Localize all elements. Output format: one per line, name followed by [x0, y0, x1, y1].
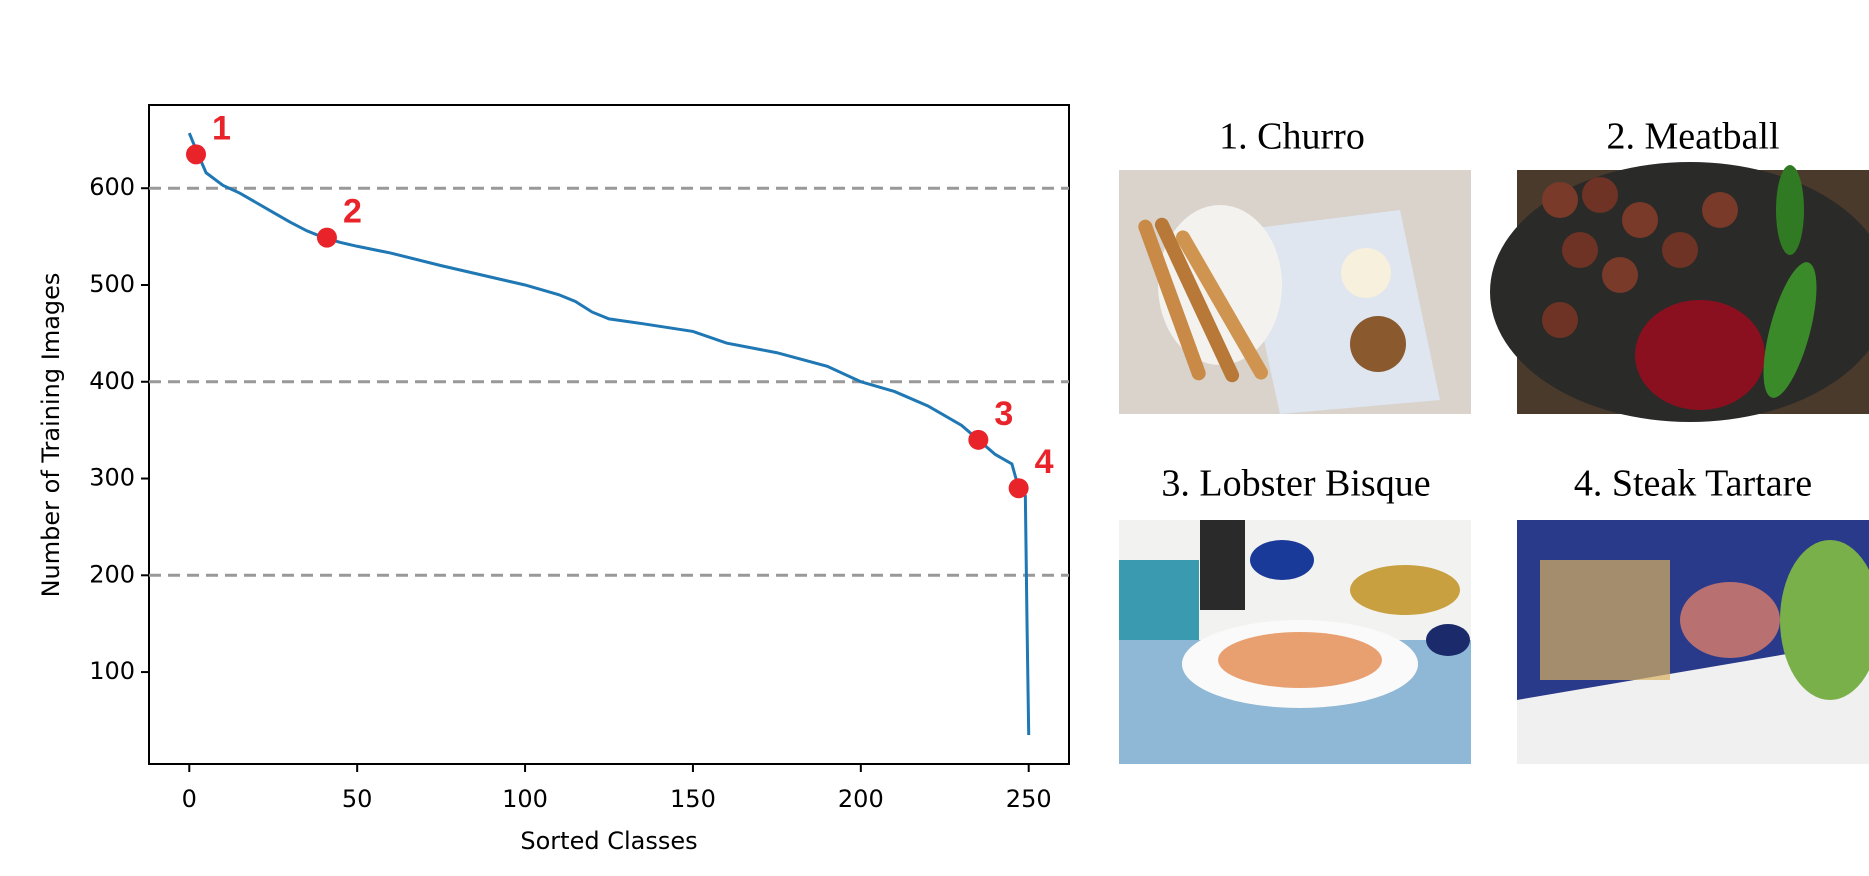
photo-steak-tartare — [1517, 520, 1869, 764]
x-axis-label: Sorted Classes — [520, 827, 697, 855]
y-tick-label: 300 — [89, 464, 135, 492]
panel-caption: 3. Lobster Bisque — [1161, 463, 1430, 505]
y-tick-label: 500 — [89, 270, 135, 298]
x-tick-label: 250 — [1006, 785, 1052, 813]
panel-caption: 4. Steak Tartare — [1574, 463, 1812, 505]
highlight-label: 2 — [343, 193, 362, 231]
y-tick-label: 600 — [89, 173, 135, 201]
highlight-label: 1 — [212, 109, 231, 147]
highlight-point — [968, 429, 989, 450]
panel-caption: 1. Churro — [1219, 116, 1365, 158]
y-tick-label: 100 — [89, 657, 135, 685]
plot: 100 200 300 400 500 600 0 50 100 150 200 250 1 2 34 — [89, 109, 1069, 813]
photo-churro — [1119, 170, 1471, 414]
y-tick-label: 400 — [89, 367, 135, 395]
data-line — [187, 132, 1031, 735]
highlight-point — [1008, 478, 1029, 499]
highlight-label: 4 — [1035, 443, 1054, 481]
x-tick-label: 100 — [502, 785, 548, 813]
highlight-point — [186, 144, 207, 165]
highlight-label: 3 — [994, 395, 1013, 433]
x-tick-label: 50 — [342, 785, 373, 813]
x-tick-label: 150 — [670, 785, 716, 813]
photo-meatball — [1490, 162, 1869, 422]
highlight-point — [316, 227, 337, 248]
y-tick-label: 200 — [89, 560, 135, 588]
x-tick-label: 0 — [182, 785, 197, 813]
plot-frame — [148, 104, 1070, 765]
panel-caption: 2. Meatball — [1606, 116, 1779, 158]
y-axis-label: Number of Training Images — [37, 273, 65, 598]
x-tick-label: 200 — [838, 785, 884, 813]
photo-lobster-bisque — [1119, 520, 1471, 764]
